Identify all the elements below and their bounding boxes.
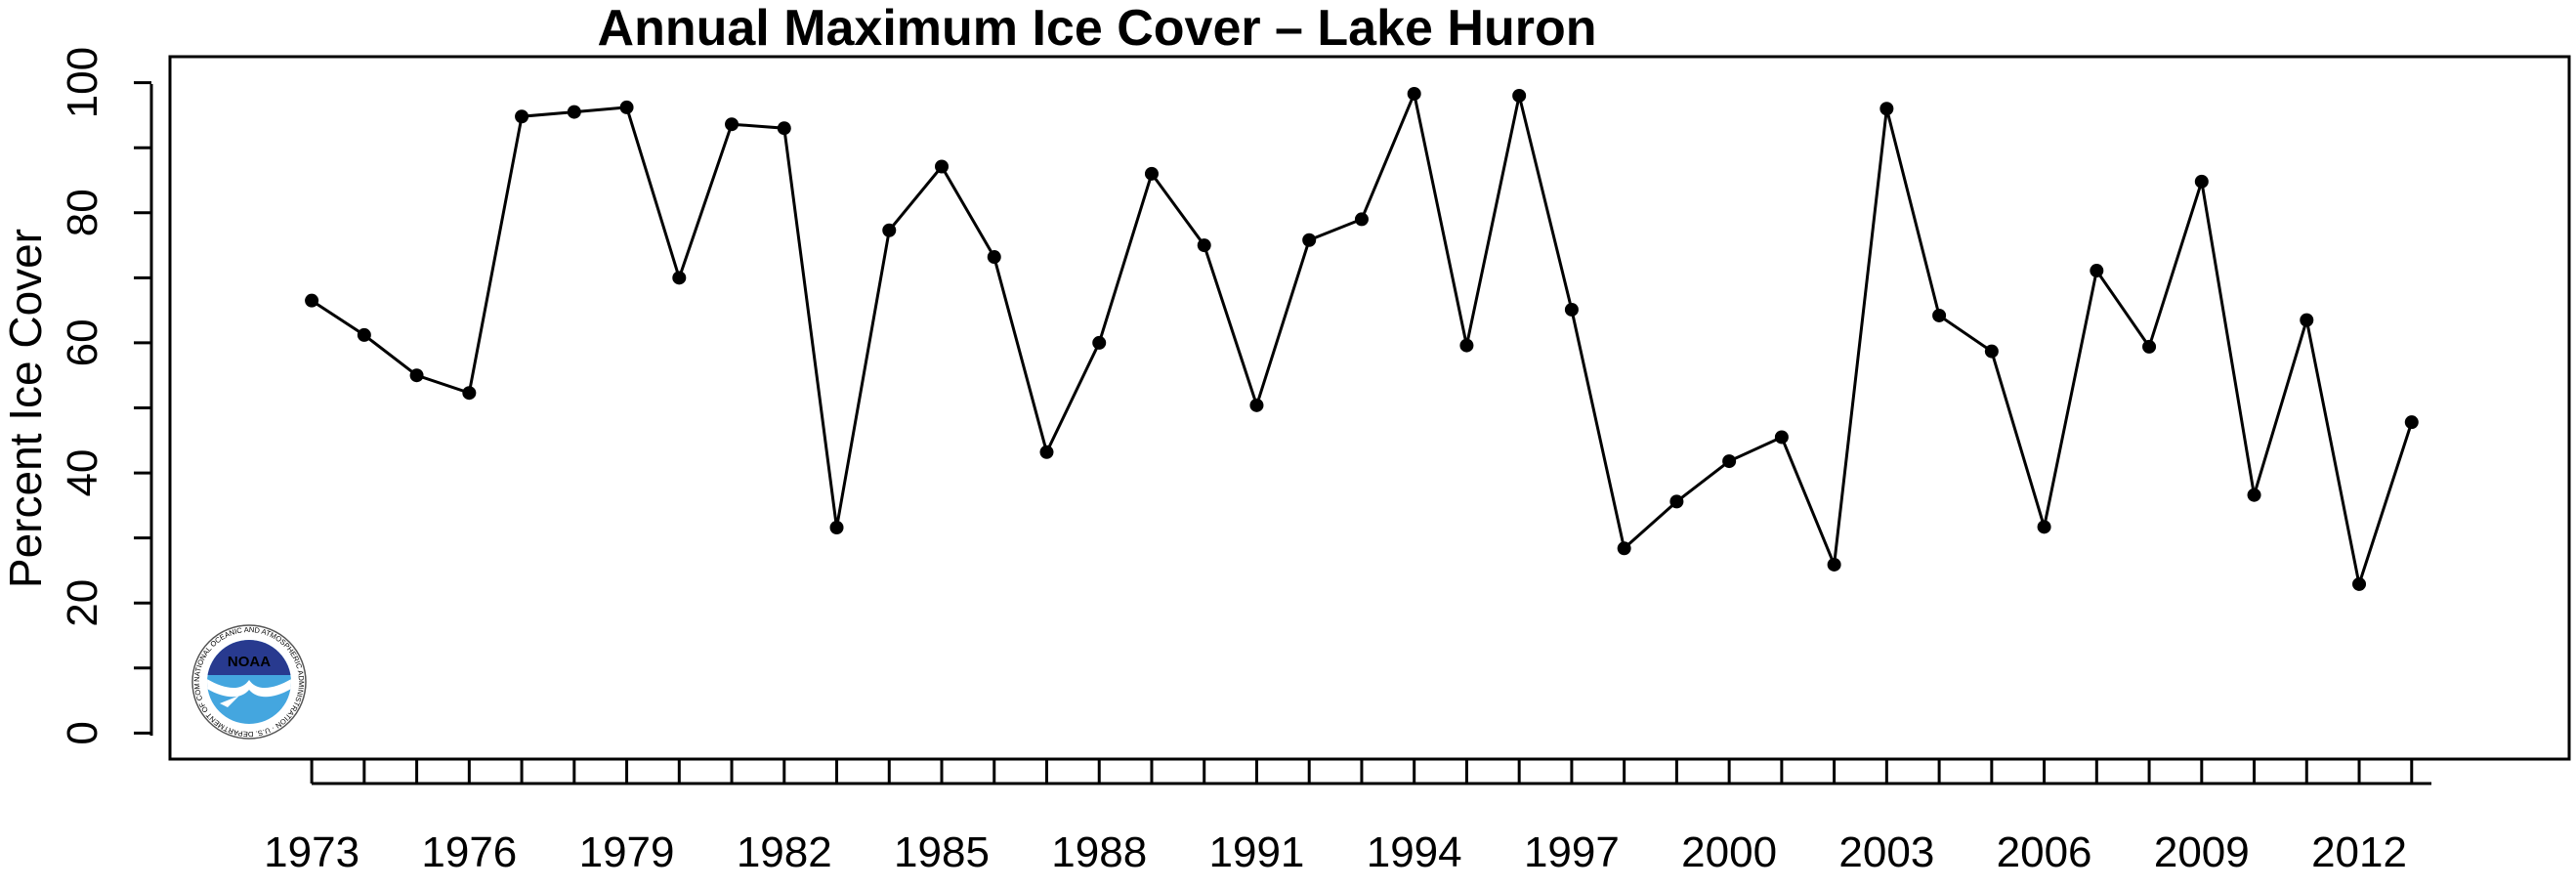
data-point xyxy=(2248,488,2261,502)
x-tick-label: 1991 xyxy=(1209,828,1305,876)
data-point xyxy=(935,160,949,174)
data-point xyxy=(1512,89,1526,103)
data-point xyxy=(1355,212,1369,226)
data-point xyxy=(1408,87,1421,101)
data-point xyxy=(410,368,424,382)
data-point xyxy=(620,101,634,114)
data-point xyxy=(1722,454,1736,468)
data-point xyxy=(358,328,371,342)
data-point xyxy=(778,121,791,135)
data-point xyxy=(2090,264,2103,277)
data-point xyxy=(1618,541,1631,555)
x-tick-label: 2000 xyxy=(1681,828,1777,876)
x-tick-label: 1982 xyxy=(737,828,832,876)
x-tick-label: 2003 xyxy=(1838,828,1934,876)
data-point xyxy=(462,386,476,400)
x-axis-ticks: 1973 1976 1979 1982 1985 1988 1991 1994 1997 2000… xyxy=(264,760,2412,876)
data-point xyxy=(2038,520,2051,533)
data-point xyxy=(305,294,318,308)
data-point xyxy=(1459,339,1473,353)
x-tick-label: 2009 xyxy=(2154,828,2250,876)
data-point xyxy=(2195,175,2209,189)
data-point xyxy=(1879,102,1893,115)
chart-title: Annual Maximum Ice Cover – Lake Huron xyxy=(598,0,1597,57)
data-point xyxy=(882,224,896,237)
y-tick-label: 80 xyxy=(59,189,106,236)
x-tick-label: 1985 xyxy=(894,828,990,876)
data-point xyxy=(1092,336,1106,350)
y-tick-label: 60 xyxy=(59,318,106,366)
x-tick-label: 1973 xyxy=(264,828,359,876)
data-point xyxy=(1565,303,1579,317)
data-point xyxy=(672,271,686,284)
data-point xyxy=(1302,233,1316,247)
data-point xyxy=(1039,445,1053,459)
data-point xyxy=(568,106,581,119)
data-point xyxy=(1198,238,1211,252)
data-point xyxy=(1828,558,1841,572)
data-point xyxy=(2300,314,2313,327)
ice-cover-chart: Annual Maximum Ice Cover – Lake Huron 0 2… xyxy=(0,0,2576,890)
noaa-logo: NATIONAL OCEANIC AND ATMOSPHERIC ADMINIS… xyxy=(192,625,306,739)
x-tick-label: 1994 xyxy=(1367,828,1462,876)
y-axis-label: Percent Ice Cover xyxy=(0,229,51,588)
series-layer xyxy=(305,87,2419,591)
x-tick-label: 2012 xyxy=(2311,828,2407,876)
y-tick-label: 40 xyxy=(59,449,106,497)
data-point xyxy=(830,521,844,534)
data-point xyxy=(515,109,528,123)
data-point xyxy=(2405,415,2419,429)
y-axis-ticks: 0 20 40 60 80 100 xyxy=(59,47,151,745)
y-tick-label: 20 xyxy=(59,579,106,627)
data-point xyxy=(1249,399,1263,412)
data-point xyxy=(988,250,1001,264)
data-point xyxy=(2142,340,2156,354)
x-tick-label: 1997 xyxy=(1524,828,1620,876)
series-line xyxy=(312,94,2412,584)
x-tick-label: 1988 xyxy=(1051,828,1147,876)
data-point xyxy=(1669,494,1683,508)
x-tick-label: 1979 xyxy=(579,828,675,876)
x-tick-label: 2006 xyxy=(1997,828,2092,876)
data-point xyxy=(1985,345,1999,359)
data-point xyxy=(2352,577,2366,591)
logo-wordmark: NOAA xyxy=(228,654,271,670)
y-tick-label: 0 xyxy=(59,721,106,744)
x-tick-label: 1976 xyxy=(421,828,517,876)
data-point xyxy=(1775,430,1789,444)
y-tick-label: 100 xyxy=(59,47,106,118)
plot-frame xyxy=(170,57,2569,759)
data-point xyxy=(1145,167,1159,181)
data-point xyxy=(725,117,739,131)
data-point xyxy=(1932,309,1946,322)
